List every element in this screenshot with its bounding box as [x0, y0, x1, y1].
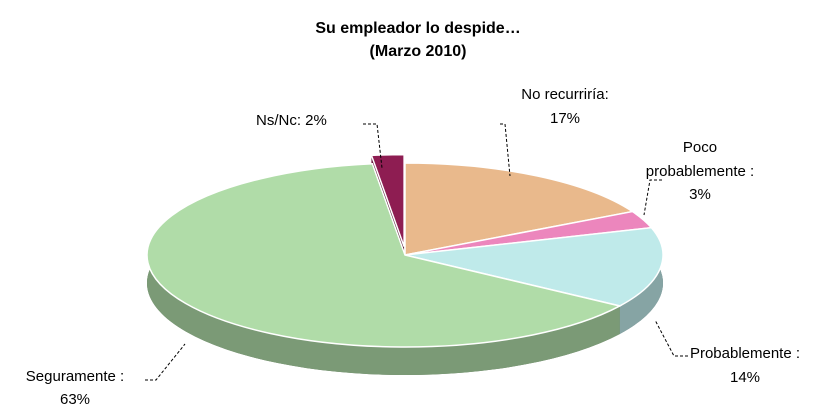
- slice-label: Seguramente :: [25, 368, 125, 385]
- leader-line: [145, 343, 186, 381]
- slice-label: No recurriría:: [521, 86, 609, 103]
- leader-line: [500, 123, 511, 177]
- leader-line: [654, 319, 688, 357]
- chart-title: Su empleador lo despide…: [315, 20, 521, 37]
- slice-name: Ns/Nc:: [256, 112, 301, 129]
- slice: [404, 162, 635, 256]
- slice-label: Poco probablemente :: [645, 139, 755, 180]
- slice: [146, 162, 622, 348]
- leader-line: [643, 179, 662, 216]
- slice-label: Ns/Nc: 2%: [256, 112, 327, 129]
- slice-value-label: 3%: [689, 186, 711, 203]
- slice-value-label: 63%: [59, 391, 91, 408]
- slice: [404, 226, 664, 307]
- slice-label: Probablemente :: [689, 345, 801, 362]
- slice-value-label: 17%: [549, 110, 581, 127]
- slice-value-label: 14%: [729, 369, 761, 386]
- chart-subtitle: (Marzo 2010): [369, 43, 467, 60]
- slice-value-label: 2%: [305, 112, 327, 129]
- slice: [370, 153, 405, 247]
